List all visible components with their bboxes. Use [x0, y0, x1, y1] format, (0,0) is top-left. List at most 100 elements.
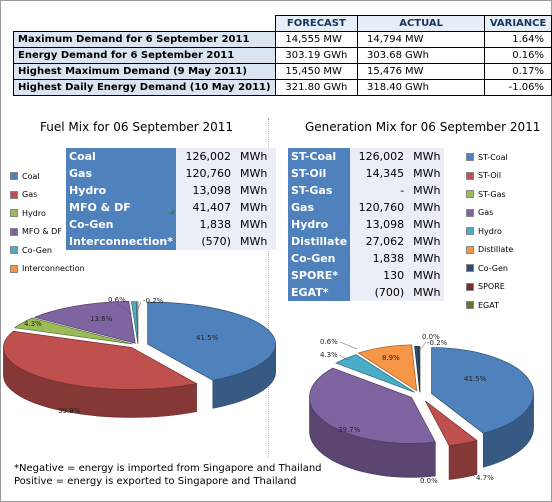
- gen-unit: MWh: [407, 165, 445, 182]
- legend-swatch: [10, 264, 18, 273]
- legend-swatch: [10, 190, 18, 199]
- fuel-value: 41,407: [175, 199, 234, 216]
- pie-data-label: 4.3%: [320, 351, 338, 359]
- legend-swatch: [466, 264, 474, 273]
- gen-key: ST-Gas: [288, 182, 351, 199]
- legend-item: Hydro: [10, 204, 85, 223]
- legend-swatch: [10, 209, 18, 218]
- pie-leader-line: [135, 301, 142, 315]
- gen-value: 13,098: [350, 216, 408, 233]
- table-row: EGAT* (700) MWh: [288, 284, 445, 301]
- fuel-mix-table: Coal 126,002 MWh Gas 120,760 MWh Hydro 13,098…: [66, 148, 276, 250]
- gen-mix-table: ST-Coal 126,002 MWh ST-Oil 14,345 MWh ST-Gas…: [288, 148, 445, 301]
- gen-key: Co-Gen: [288, 250, 351, 267]
- gen-key: Distillate: [288, 233, 351, 250]
- fuel-key: Co-Gen: [66, 216, 176, 233]
- legend-label: ST-Coal: [478, 152, 508, 162]
- pie-slice-Gas: [309, 367, 436, 444]
- table-row: Distillate 27,062 MWh: [288, 233, 445, 250]
- fuel-value: 1,838: [175, 216, 234, 233]
- legend-item: Co-Gen: [466, 259, 513, 278]
- fuel-key-label: MFO & DF: [69, 201, 131, 214]
- legend-label: MFO & DF: [22, 227, 62, 237]
- fuel-unit: MWh: [233, 148, 276, 165]
- table-row: Highest Maximum Demand (9 May 2011) 15,4…: [13, 63, 552, 80]
- variance-header: VARIANCE: [484, 15, 552, 32]
- legend-label: Hydro: [478, 226, 502, 236]
- pie-data-label: 41.5%: [196, 334, 219, 342]
- pie-data-label: 0.0%: [420, 477, 438, 485]
- pie-slice-ST-Oil: [424, 400, 478, 446]
- pie-data-label: 4.3%: [24, 320, 42, 328]
- comment-marker-icon: [168, 209, 174, 214]
- pie-data-label: 0.0%: [422, 333, 440, 341]
- legend-label: Coal: [22, 171, 40, 181]
- gen-key: ST-Coal: [288, 148, 351, 165]
- gen-mix-title: Generation Mix for 06 September 2011: [305, 120, 541, 134]
- pie-leader-line: [117, 303, 133, 315]
- legend-item: EGAT: [466, 296, 513, 315]
- table-row: MFO & DF 41,407 MWh: [66, 199, 276, 216]
- pie-slice-Coal: [147, 301, 276, 381]
- table-row: Hydro 13,098 MWh: [288, 216, 445, 233]
- pie-slice-Co-Gen: [414, 345, 421, 393]
- legend-item: Coal: [10, 167, 85, 186]
- table-row: SPORE* 130 MWh: [288, 267, 445, 284]
- legend-swatch: [466, 153, 474, 162]
- pie-leader-line: [338, 354, 349, 361]
- gen-value: 126,002: [350, 148, 408, 165]
- pie-data-label: 0.6%: [320, 338, 338, 346]
- pie-leader-line: [339, 341, 358, 350]
- legend-item: ST-Gas: [466, 185, 513, 204]
- legend-swatch: [10, 227, 18, 236]
- fuel-mix-legend: Coal Gas Hydro MFO & DF Co-Gen Interconn…: [10, 167, 85, 278]
- pie-data-label: 0.6%: [108, 296, 126, 304]
- legend-label: Co-Gen: [478, 263, 508, 273]
- legend-swatch: [10, 172, 18, 181]
- legend-swatch: [466, 301, 474, 310]
- pie-data-label: 41.5%: [464, 375, 487, 383]
- table-row: Coal 126,002 MWh: [66, 148, 276, 165]
- legend-swatch: [10, 246, 18, 255]
- pie-leader-line: [467, 469, 476, 478]
- fuel-mix-title: Fuel Mix for 06 September 2011: [40, 120, 234, 134]
- legend-label: EGAT: [478, 300, 499, 310]
- fuel-value: 120,760: [175, 165, 234, 182]
- table-row: ST-Coal 126,002 MWh: [288, 148, 445, 165]
- variance-value: -1.06%: [484, 79, 552, 96]
- table-row: Highest Daily Energy Demand (10 May 2011…: [13, 79, 552, 96]
- legend-label: ST-Oil: [478, 171, 502, 181]
- gen-key: SPORE*: [288, 267, 351, 284]
- pie-slice-Co-Gen: [131, 301, 139, 344]
- legend-label: Hydro: [22, 208, 46, 218]
- table-row: ST-Gas - MWh: [288, 182, 445, 199]
- legend-swatch: [466, 245, 474, 254]
- legend-label: Gas: [478, 208, 494, 218]
- table-row: Interconnection* (570) MWh: [66, 233, 276, 250]
- legend-item: Gas: [10, 186, 85, 205]
- pie-data-label: 13.6%: [90, 315, 113, 323]
- footnote: *Negative = energy is imported from Sing…: [14, 462, 322, 488]
- table-row: Gas 120,760 MWh: [66, 165, 276, 182]
- section-divider: [268, 118, 269, 458]
- legend-item: SPORE: [466, 278, 513, 297]
- fuel-value: 126,002: [175, 148, 234, 165]
- gen-unit: MWh: [407, 199, 445, 216]
- summary-header-blank: [13, 15, 276, 32]
- gen-value: 1,838: [350, 250, 408, 267]
- pie-0: 41.5% 39.8% 4.3% 13.6% 0.6% -0.2%: [3, 296, 276, 418]
- gen-key: Hydro: [288, 216, 351, 233]
- footnote-line-2: Positive = energy is exported to Singapo…: [14, 476, 297, 487]
- legend-label: Gas: [22, 190, 38, 200]
- actual-value: 318.40: [357, 79, 405, 96]
- gen-value: 14,345: [350, 165, 408, 182]
- table-row: Maximum Demand for 6 September 2011 14,5…: [13, 31, 552, 48]
- legend-item: Co-Gen: [10, 241, 85, 260]
- fuel-unit: MWh: [233, 199, 276, 216]
- legend-swatch: [466, 171, 474, 180]
- fuel-key: Interconnection*: [66, 233, 176, 250]
- legend-label: ST-Gas: [478, 189, 506, 199]
- summary-header-row: FORECAST ACTUAL VARIANCE: [13, 15, 552, 32]
- gen-unit: MWh: [407, 284, 445, 301]
- actual-header: ACTUAL: [357, 15, 486, 32]
